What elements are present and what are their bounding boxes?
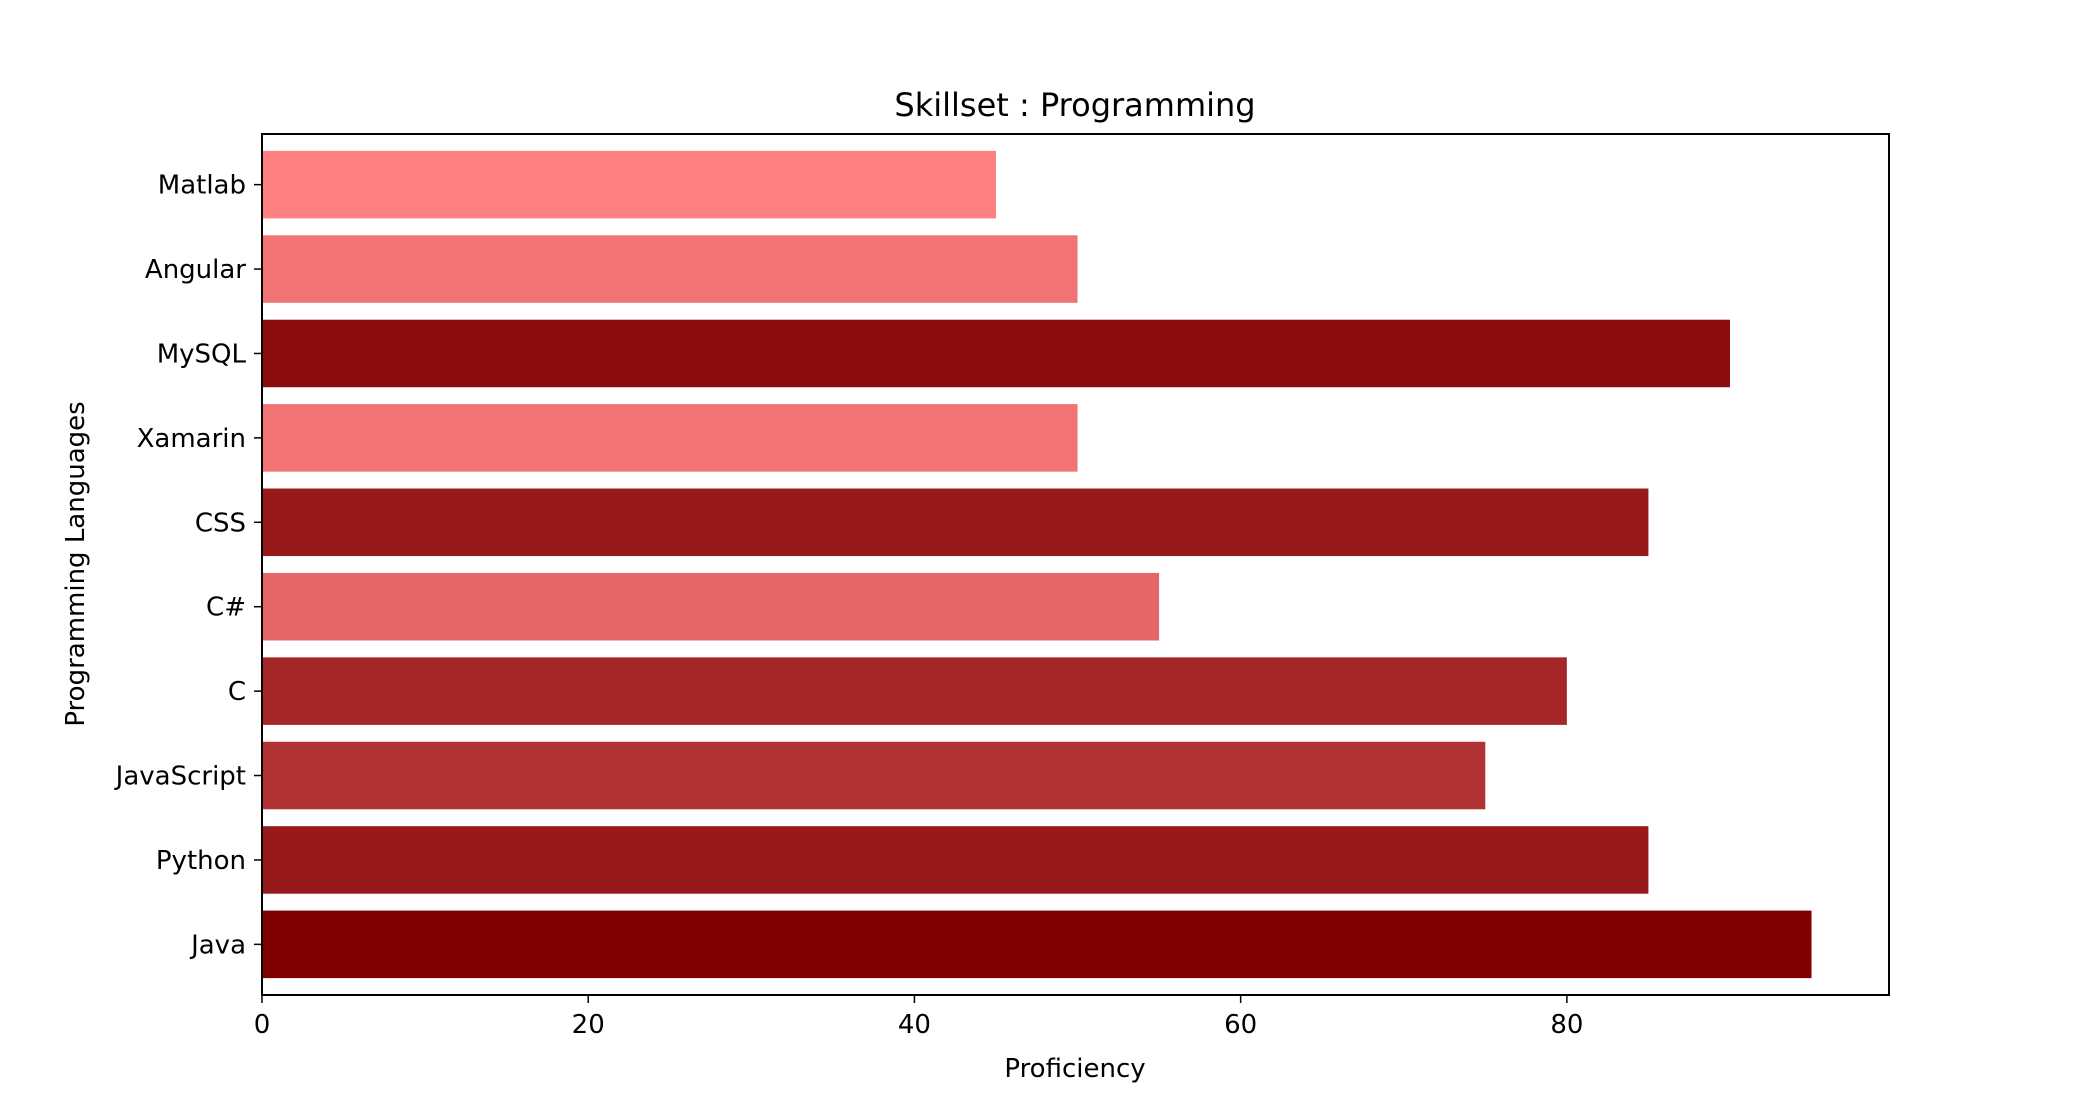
bar-matlab — [262, 150, 996, 219]
x-tick-label: 0 — [254, 1010, 271, 1040]
bar-c-sharp — [262, 572, 1160, 641]
bar-css — [262, 488, 1649, 557]
bar-python — [262, 826, 1649, 894]
bars-group — [262, 150, 1812, 979]
y-axis-ticks: Java Python JavaScript C C# CSS Xamarin MySQL An… — [114, 171, 262, 960]
bar-mysql — [262, 319, 1730, 388]
y-tick-label: JavaScript — [114, 762, 246, 792]
y-tick-label: MySQL — [157, 339, 247, 369]
x-tick-label: 20 — [572, 1010, 605, 1040]
bar-java — [262, 910, 1812, 979]
y-tick-label: Angular — [145, 255, 246, 285]
y-tick-label: Matlab — [158, 171, 246, 201]
y-axis-title: Programming Languages — [61, 401, 91, 726]
y-tick-label: C — [228, 677, 246, 707]
plot-frame — [261, 133, 1890, 996]
bar-c — [262, 657, 1567, 725]
x-tick-label: 80 — [1550, 1010, 1583, 1040]
x-tick-label: 60 — [1224, 1010, 1257, 1040]
bar-angular — [262, 235, 1078, 303]
bar-xamarin — [262, 404, 1078, 472]
y-tick-label: Xamarin — [137, 424, 246, 454]
bar-javascript — [262, 741, 1486, 810]
x-axis-ticks: 0 20 40 60 80 — [254, 995, 1583, 1040]
chart-title: Skillset : Programming — [894, 86, 1255, 124]
y-tick-label: Java — [189, 930, 246, 960]
y-tick-label: Python — [156, 846, 246, 876]
x-tick-label: 40 — [898, 1010, 931, 1040]
y-tick-label: C# — [206, 593, 246, 623]
x-axis-title: Proficiency — [1004, 1054, 1145, 1084]
y-tick-label: CSS — [195, 508, 246, 538]
